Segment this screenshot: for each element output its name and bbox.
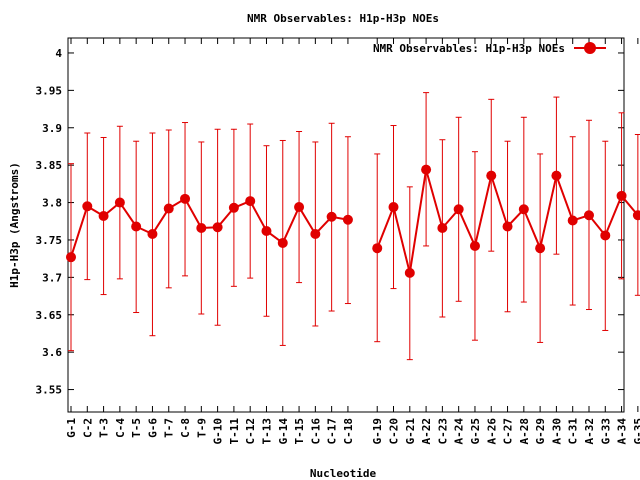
x-tick-label: T-3 (98, 418, 111, 438)
data-point (342, 214, 353, 225)
x-tick-label: G-21 (404, 418, 417, 445)
data-point (245, 196, 256, 207)
data-point (180, 193, 191, 204)
legend: NMR Observables: H1p-H3p NOEs (373, 42, 606, 55)
x-tick-label: G-10 (212, 418, 225, 445)
y-tick-label: 3.8 (42, 197, 62, 210)
data-point (114, 197, 125, 208)
data-point (600, 230, 611, 241)
data-point (567, 215, 578, 226)
plot-frame (67, 37, 625, 413)
x-tick-label: C-23 (436, 418, 449, 445)
x-tick-label: C-8 (179, 418, 192, 438)
x-tick-label: G-19 (371, 418, 384, 445)
x-tick-label: G-25 (469, 418, 482, 445)
y-tick-label: 3.55 (36, 384, 63, 397)
y-tick-label: 3.9 (42, 122, 62, 135)
x-tick-label: G-29 (534, 418, 547, 445)
x-tick-label: G-33 (599, 418, 612, 445)
y-tick-label: 3.7 (42, 271, 62, 284)
x-tick-label: C-2 (81, 418, 94, 438)
data-point (147, 228, 158, 239)
x-axis-label: Nucleotide (310, 467, 377, 480)
y-tick-label: 3.75 (36, 234, 63, 247)
x-tick-label: C-12 (244, 418, 257, 445)
data-point (212, 222, 223, 233)
data-point (583, 210, 594, 221)
x-tick-label: C-17 (326, 418, 339, 445)
x-tick-label: A-26 (485, 418, 498, 445)
data-point (196, 222, 207, 233)
x-tick-label: C-31 (567, 418, 580, 445)
x-tick-label: A-28 (518, 418, 531, 445)
x-tick-label: G-6 (146, 418, 159, 438)
chart-title: NMR Observables: H1p-H3p NOEs (247, 12, 439, 25)
data-point (228, 202, 239, 213)
y-tick-label: 3.85 (36, 159, 63, 172)
data-point (261, 225, 272, 236)
data-point (453, 204, 464, 215)
x-tick-label: A-32 (583, 418, 596, 445)
data-point (277, 237, 288, 248)
x-axis: G-1 C-2 T-3 C-4 T-5 G-6 T-7 C-8 T-9 G-10 T-11 C-12 T… (65, 38, 640, 445)
data-point (535, 243, 546, 254)
data-point (437, 222, 448, 233)
x-tick-label: A-30 (550, 418, 563, 445)
data-point (616, 190, 627, 201)
data-point (502, 221, 513, 232)
x-tick-label: T-15 (293, 418, 306, 445)
data-point (98, 211, 109, 222)
y-tick-label: 3.6 (42, 346, 62, 359)
data-point (518, 204, 529, 215)
x-tick-label: A-24 (453, 418, 466, 445)
y-tick-label: 4 (55, 47, 62, 60)
data-point (131, 221, 142, 232)
series-line-segment (376, 169, 640, 274)
data-point (82, 201, 93, 212)
data-point (163, 203, 174, 214)
x-tick-label: G-14 (277, 418, 290, 445)
data-point (310, 228, 321, 239)
x-tick-label: C-18 (342, 418, 355, 445)
x-tick-label: C-16 (309, 418, 322, 445)
data-point (632, 210, 640, 221)
x-tick-label: A-22 (420, 418, 433, 445)
y-tick-label: 3.65 (36, 309, 63, 322)
x-tick-label: A-34 (616, 418, 629, 445)
data-point (388, 202, 399, 213)
data-point (469, 240, 480, 251)
y-axis: 3.55 3.6 3.65 3.7 3.75 3.8 3.85 3.9 3.95 4 (36, 47, 624, 397)
x-tick-label: G-35 (632, 418, 640, 445)
data-point (326, 211, 337, 222)
data-point (372, 243, 383, 254)
data-point (551, 170, 562, 181)
legend-label: NMR Observables: H1p-H3p NOEs (373, 42, 565, 55)
data-point (66, 252, 76, 263)
data-point (421, 164, 432, 175)
y-tick-label: 3.95 (36, 84, 63, 97)
x-tick-label: T-7 (163, 418, 176, 438)
x-tick-label: T-11 (228, 418, 241, 445)
x-tick-label: C-20 (388, 418, 401, 445)
x-tick-label: G-1 (65, 418, 78, 438)
x-tick-label: T-5 (130, 418, 143, 438)
data-point (486, 170, 497, 181)
series-points (66, 164, 640, 278)
x-tick-label: C-27 (502, 418, 515, 445)
legend-marker (584, 42, 596, 54)
data-point (404, 267, 415, 278)
x-tick-label: C-4 (114, 418, 127, 438)
y-axis-label: H1p-H3p (Angstroms) (8, 162, 21, 288)
x-tick-label: T-13 (260, 418, 273, 445)
data-point (294, 202, 305, 213)
x-tick-label: T-9 (195, 418, 208, 438)
